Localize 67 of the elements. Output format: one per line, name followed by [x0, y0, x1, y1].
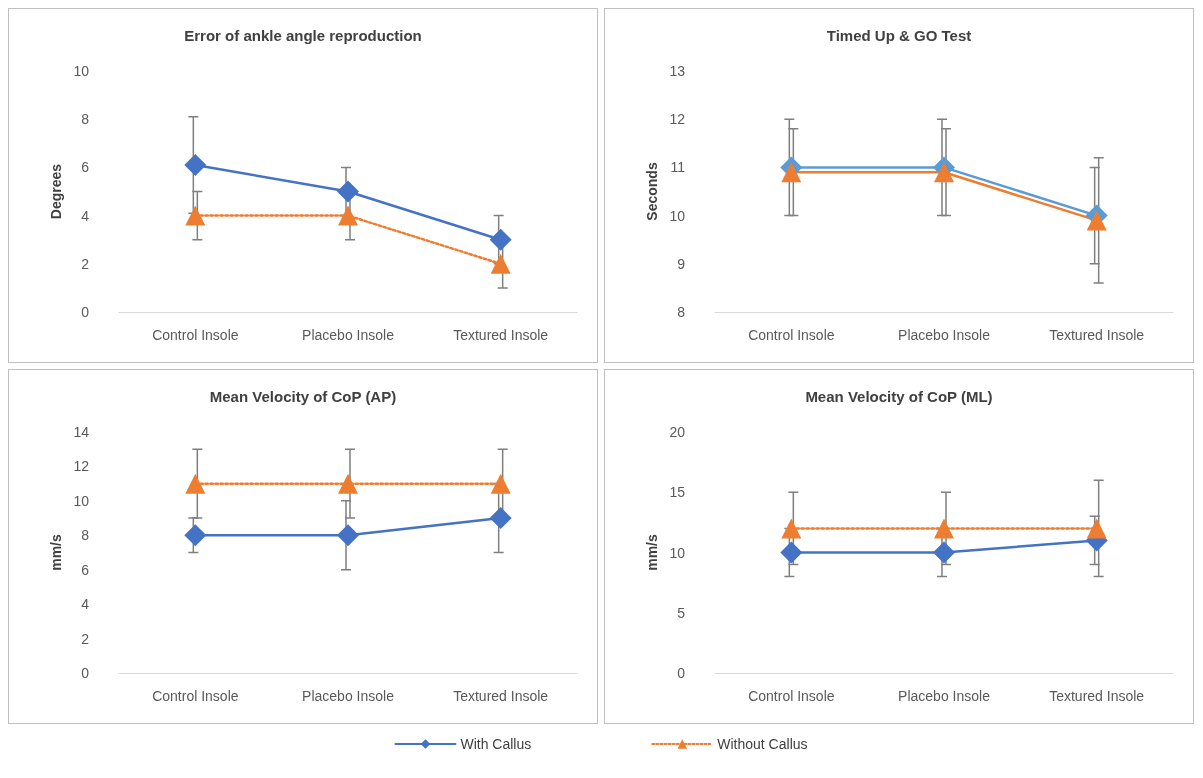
y-tick-label: 6 [81, 561, 90, 578]
x-tick-label: Control Insole [152, 327, 239, 343]
y-tick-label: 12 [669, 111, 686, 128]
y-tick-label: 12 [73, 458, 90, 475]
y-axis-title: mm/s [47, 534, 64, 571]
point [337, 524, 359, 547]
point [338, 473, 358, 494]
point [1086, 210, 1107, 231]
y-tick-label: 5 [677, 604, 686, 621]
y-tick-label: 20 [669, 424, 686, 440]
point [780, 541, 803, 564]
y-tick-label: 0 [677, 665, 686, 681]
chart-title: Error of ankle angle reproduction [184, 27, 422, 44]
chart-title: Mean Velocity of CoP (ML) [805, 388, 993, 405]
y-tick-label: 10 [73, 63, 90, 79]
y-tick-label: 8 [81, 111, 90, 128]
y-tick-label: 15 [669, 484, 686, 501]
y-tick-label: 6 [81, 159, 90, 176]
legend-label: With Callus [460, 736, 532, 752]
point [934, 162, 954, 183]
x-tick-label: Textured Insole [1049, 688, 1145, 704]
y-tick-label: 2 [81, 255, 90, 272]
y-tick-label: 13 [669, 63, 686, 79]
y-tick-label: 0 [81, 304, 90, 320]
x-tick-label: Placebo Insole [898, 327, 991, 343]
x-tick-label: Placebo Insole [898, 688, 991, 704]
x-tick-label: Control Insole [152, 688, 239, 704]
y-tick-label: 14 [73, 424, 90, 440]
x-tick-label: Control Insole [748, 688, 835, 704]
point [490, 253, 511, 274]
y-axis-title: Degrees [47, 163, 64, 220]
point [338, 205, 358, 226]
chart-title: Mean Velocity of CoP (AP) [209, 388, 397, 405]
point [184, 524, 207, 547]
point [934, 518, 954, 539]
x-tick-label: Textured Insole [453, 327, 549, 343]
legend-label: Without Callus [717, 736, 808, 752]
point [184, 153, 207, 176]
point [781, 162, 802, 183]
x-tick-label: Placebo Insole [302, 688, 395, 704]
point [781, 518, 802, 539]
y-tick-label: 10 [669, 544, 686, 561]
y-tick-label: 9 [677, 255, 686, 272]
point [933, 541, 955, 564]
x-tick-label: Control Insole [748, 327, 835, 343]
x-tick-label: Placebo Insole [302, 327, 395, 343]
y-tick-label: 4 [81, 596, 90, 613]
y-tick-label: 2 [81, 630, 90, 647]
y-tick-label: 8 [81, 527, 90, 544]
point [185, 205, 206, 226]
y-tick-label: 10 [669, 207, 686, 224]
x-tick-label: Textured Insole [453, 688, 549, 704]
y-tick-label: 11 [670, 159, 686, 176]
y-axis-title: Seconds [643, 162, 660, 221]
y-tick-label: 0 [81, 665, 90, 681]
y-tick-label: 4 [81, 207, 90, 224]
point [489, 507, 512, 530]
chart-title: Timed Up & GO Test [826, 27, 972, 44]
point [337, 180, 359, 203]
y-tick-label: 8 [677, 304, 686, 320]
point [185, 473, 206, 494]
y-tick-label: 10 [73, 492, 90, 509]
x-tick-label: Textured Insole [1049, 327, 1145, 343]
y-axis-title: mm/s [643, 534, 660, 571]
point [489, 228, 512, 251]
point [490, 473, 511, 494]
point [1086, 518, 1107, 539]
